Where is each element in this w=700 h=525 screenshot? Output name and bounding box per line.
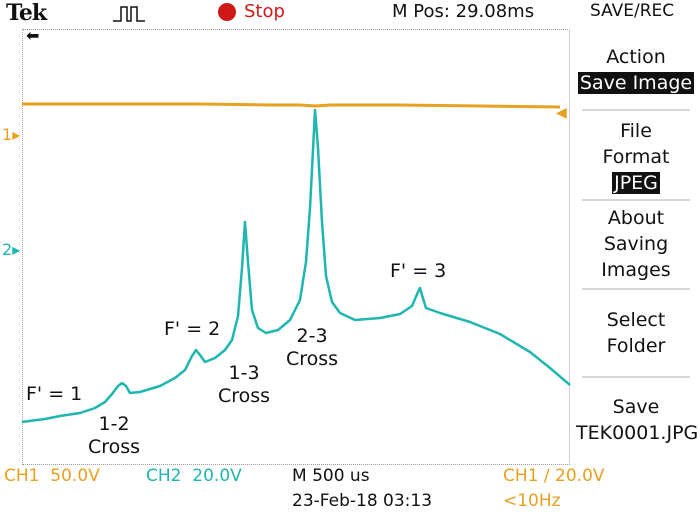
annotation-1-2-cross: 1-2 Cross <box>88 413 141 458</box>
menu-select-line2: Folder <box>606 335 666 357</box>
side-menu: Action Save Image File Format JPEG About… <box>576 29 700 463</box>
ch2-scale-readout: CH2 20.0V <box>146 466 242 486</box>
menu-save-button[interactable]: Save TEK0001.JPG <box>576 394 699 446</box>
trigger-position-arrow-icon: ⬅ <box>26 26 40 45</box>
ch2-trace <box>21 108 571 424</box>
menu-action-value: Save Image <box>577 72 695 94</box>
ch1-trace <box>22 102 561 109</box>
timebase-readout: M 500 us <box>292 466 370 486</box>
menu-divider <box>582 109 690 111</box>
trigger-readout: CH1 ∕ 20.0V <box>503 466 605 486</box>
menu-about-line3: Images <box>601 259 671 281</box>
annotation-f3: F' = 3 <box>390 260 447 282</box>
menu-divider <box>582 288 690 290</box>
annotation-f2: F' = 2 <box>164 318 221 340</box>
menu-divider <box>582 376 690 378</box>
menu-format-label: Format <box>602 146 670 168</box>
run-state-label: Stop <box>244 1 285 22</box>
menu-file-format-button[interactable]: File Format JPEG <box>576 118 696 196</box>
menu-about-saving-button[interactable]: About Saving Images <box>576 205 696 283</box>
menu-action-button[interactable]: Action Save Image <box>576 44 696 96</box>
tek-logo: Tek <box>6 0 47 26</box>
menu-file-label: File <box>620 120 652 142</box>
menu-about-line2: Saving <box>603 233 669 255</box>
ch1-ground-marker: 1▸ <box>2 125 21 144</box>
horizontal-position-readout: M Pos: 29.08ms <box>392 1 535 22</box>
menu-save-filename: TEK0001.JPG <box>576 422 699 444</box>
trigger-status-icon <box>113 6 145 22</box>
menu-save-line1: Save <box>612 396 660 418</box>
menu-title: SAVE/REC <box>590 1 675 21</box>
annotation-1-3-cross: 1-3 Cross <box>218 362 271 407</box>
menu-select-line1: Select <box>606 309 666 331</box>
graticule-left-edge <box>22 29 24 463</box>
graticule <box>22 29 570 465</box>
annotation-f1: F' = 1 <box>26 383 83 405</box>
menu-select-folder-button[interactable]: Select Folder <box>576 307 696 359</box>
menu-divider <box>582 199 690 201</box>
stop-indicator-icon <box>218 3 236 21</box>
ch1-scale-readout: CH1 50.0V <box>4 466 100 486</box>
graticule-right-edge <box>569 29 570 463</box>
menu-format-value: JPEG <box>612 172 660 194</box>
date-time-readout: 23-Feb-18 03:13 <box>292 491 433 511</box>
trigger-level-arrow-icon: ◀ <box>556 105 567 121</box>
trigger-frequency-readout: <10Hz <box>503 491 561 511</box>
menu-about-line1: About <box>607 207 665 229</box>
menu-action-label: Action <box>606 46 666 68</box>
ch2-ground-marker: 2▸ <box>2 240 21 259</box>
annotation-2-3-cross: 2-3 Cross <box>286 325 339 370</box>
